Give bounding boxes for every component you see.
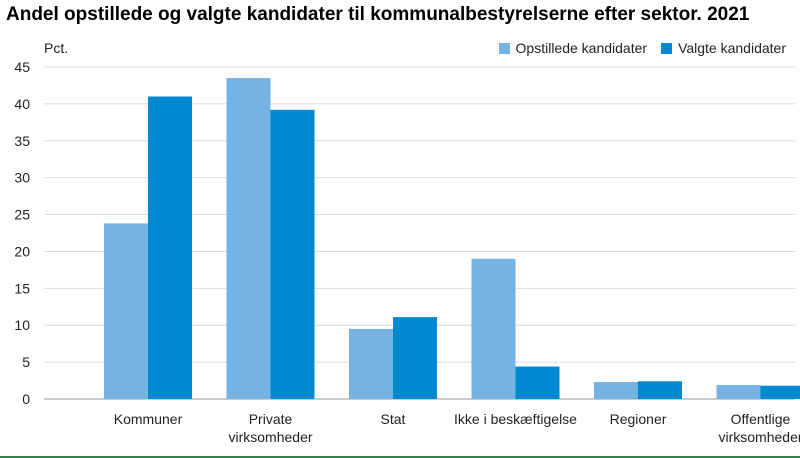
x-category-label: Kommuner [114,411,183,427]
y-tick-label: 45 [14,59,30,75]
legend-item-valgte: Valgte kandidater [661,40,786,56]
y-tick-label: 0 [22,391,30,407]
bar-opstillede [226,78,271,400]
x-category-label: virksomheder [228,429,312,445]
y-tick-label: 20 [14,243,30,259]
bar-valgte [638,381,682,399]
chart-title: Andel opstillede og valgte kandidater ti… [6,4,750,25]
bottom-divider [0,456,800,458]
y-tick-label: 40 [14,96,30,112]
legend-label-valgte: Valgte kandidater [678,40,786,56]
x-category-label: virksomheder [718,429,800,445]
legend-label-opstillede: Opstillede kandidater [515,40,648,56]
bar-valgte [270,109,315,400]
bar-valgte [393,317,437,399]
x-category-label: Regioner [610,411,667,427]
bar-valgte [760,385,800,399]
x-category-label: Offentlige [731,411,791,427]
bar-opstillede [104,223,148,399]
bar-opstillede [349,328,393,399]
bar-opstillede [716,384,761,399]
bar-opstillede [471,258,516,399]
y-tick-label: 10 [14,317,30,333]
bar-opstillede [594,382,638,399]
y-tick-label: 5 [22,354,30,370]
legend: Opstillede kandidater Valgte kandidater [498,40,786,56]
x-category-label: Private [249,411,293,427]
y-tick-label: 35 [14,133,30,149]
legend-swatch-opstillede [498,42,510,54]
y-tick-label: 30 [14,170,30,186]
legend-item-opstillede: Opstillede kandidater [498,40,648,56]
bar-valgte [515,366,560,399]
y-tick-label: 15 [14,280,30,296]
legend-swatch-valgte [661,42,673,54]
y-axis-unit-label: Pct. [44,40,69,56]
bar-valgte [148,96,192,399]
x-category-label: Stat [381,411,406,427]
y-tick-label: 25 [14,207,30,223]
x-category-label: Ikke i beskæftigelse [454,411,577,427]
